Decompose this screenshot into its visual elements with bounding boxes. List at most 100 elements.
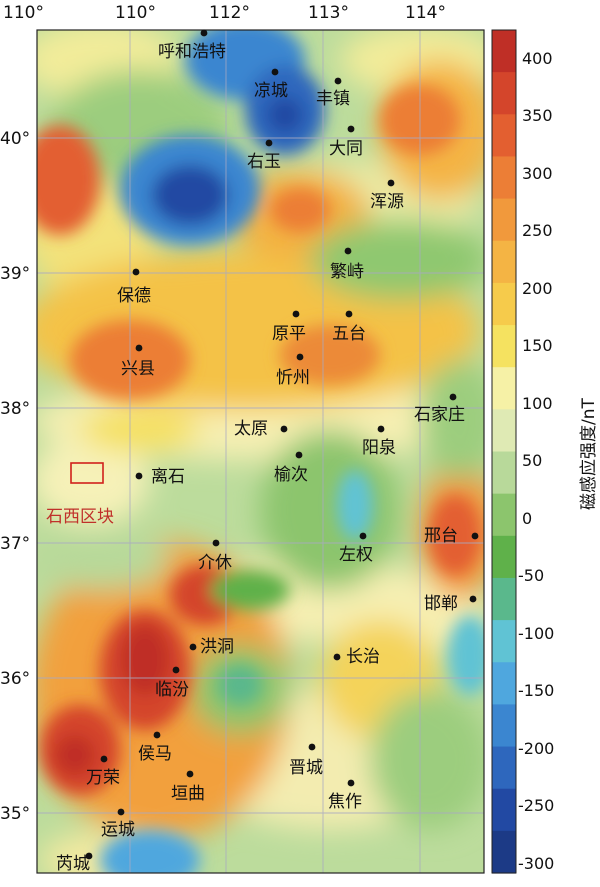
city-wanrong[interactable]: 万荣: [86, 755, 120, 788]
city-label: 原平: [272, 324, 306, 344]
cbar-tick-300: 300: [522, 164, 553, 183]
colorbar-swatch: [492, 704, 516, 748]
city-label: 洪洞: [200, 637, 234, 657]
city-marker[interactable]: [347, 125, 355, 133]
city-shijiazhuang[interactable]: 石家庄: [414, 393, 465, 425]
city-label: 左权: [339, 545, 373, 565]
city-marker[interactable]: [135, 472, 143, 480]
city-marker[interactable]: [333, 653, 341, 661]
colorbar-swatch: [492, 198, 516, 242]
city-huhehaote[interactable]: 呼和浩特: [158, 29, 226, 62]
city-datong[interactable]: 大同: [329, 125, 363, 159]
city-marker[interactable]: [280, 425, 288, 433]
city-xinzhou[interactable]: 忻州: [276, 353, 310, 388]
city-marker[interactable]: [85, 852, 93, 860]
colorbar-swatch: [492, 367, 516, 410]
cbar-tick-minus200: -200: [518, 739, 554, 758]
colorbar-swatch: [492, 282, 516, 326]
city-marker[interactable]: [449, 393, 457, 401]
city-marker[interactable]: [347, 779, 355, 787]
city-label: 万荣: [86, 768, 120, 788]
city-marker[interactable]: [117, 808, 125, 816]
city-lishi[interactable]: 离石: [135, 467, 185, 487]
lon-label-3: 113°: [308, 3, 349, 23]
city-marker[interactable]: [135, 344, 143, 352]
city-handan[interactable]: 邯郸: [424, 594, 477, 614]
city-marker[interactable]: [334, 77, 342, 85]
city-marker[interactable]: [377, 425, 385, 433]
colorbar-swatch: [492, 30, 516, 73]
city-jincheng[interactable]: 晋城: [289, 743, 323, 778]
colorbar-swatch: [492, 620, 516, 663]
lon-label-2: 112°: [209, 3, 250, 23]
city-marker[interactable]: [471, 532, 479, 540]
city-label: 介休: [198, 553, 232, 573]
cbar-tick-0: 0: [522, 509, 532, 528]
city-marker[interactable]: [295, 451, 303, 459]
city-marker[interactable]: [387, 179, 395, 187]
colorbar-swatch: [492, 156, 516, 200]
lat-label-3: 37°: [0, 534, 30, 554]
city-yuanping[interactable]: 原平: [272, 310, 306, 344]
city-label: 丰镇: [316, 89, 350, 109]
city-xingxian[interactable]: 兴县: [121, 344, 155, 379]
cbar-tick-350: 350: [522, 106, 553, 125]
city-marker[interactable]: [153, 731, 161, 739]
city-hunyuan[interactable]: 浑源: [370, 179, 404, 212]
city-label: 侯马: [138, 744, 172, 764]
city-marker[interactable]: [308, 743, 316, 751]
city-yuanqu[interactable]: 垣曲: [171, 770, 205, 804]
city-jiaozuo[interactable]: 焦作: [328, 779, 362, 812]
study-block-marker[interactable]: [70, 462, 104, 484]
graticule: [37, 30, 484, 873]
colorbar-title: 磁感应强度/nT: [579, 397, 599, 510]
city-zuoquan[interactable]: 左权: [339, 532, 373, 565]
city-jiexiu[interactable]: 介休: [198, 539, 232, 573]
city-yangquan[interactable]: 阳泉: [362, 425, 396, 458]
city-label: 芮城: [56, 854, 90, 874]
city-yuci[interactable]: 榆次: [274, 451, 308, 485]
city-fengzhen[interactable]: 丰镇: [316, 77, 350, 109]
city-xingtai[interactable]: 邢台: [424, 526, 479, 546]
city-fanzhi[interactable]: 繁峙: [330, 247, 364, 282]
city-baode[interactable]: 保德: [117, 268, 151, 306]
city-marker[interactable]: [186, 770, 194, 778]
city-liangcheng[interactable]: 凉城: [254, 68, 288, 101]
city-marker[interactable]: [265, 139, 273, 147]
city-marker[interactable]: [132, 268, 140, 276]
city-label: 阳泉: [362, 438, 396, 458]
city-hongdong[interactable]: 洪洞: [189, 637, 234, 657]
colorbar-swatch: [492, 577, 516, 621]
city-yuncheng[interactable]: 运城: [101, 808, 135, 840]
city-changzhi[interactable]: 长治: [333, 647, 380, 667]
city-marker[interactable]: [469, 595, 477, 603]
city-label: 垣曲: [171, 784, 205, 804]
city-taiyuan[interactable]: 太原: [234, 419, 288, 439]
city-houma[interactable]: 侯马: [138, 731, 172, 764]
city-marker[interactable]: [296, 353, 304, 361]
colorbar-swatch: [492, 451, 516, 495]
city-marker[interactable]: [359, 532, 367, 540]
city-marker[interactable]: [271, 68, 279, 76]
city-marker[interactable]: [189, 643, 197, 651]
city-label: 邢台: [424, 526, 458, 546]
city-marker[interactable]: [172, 666, 180, 674]
lat-label-2: 38°: [0, 399, 30, 419]
city-wutai[interactable]: 五台: [332, 310, 366, 344]
city-marker[interactable]: [344, 247, 352, 255]
colorbar-swatch: [492, 114, 516, 158]
colorbar-swatch: [492, 325, 516, 368]
colorbar-swatch: [492, 72, 516, 115]
study-block-label: 石西区块: [46, 507, 114, 527]
city-marker[interactable]: [212, 539, 220, 547]
city-marker[interactable]: [200, 29, 208, 37]
city-ruicheng[interactable]: 芮城: [56, 852, 93, 874]
city-youyu[interactable]: 右玉: [247, 139, 281, 172]
city-marker[interactable]: [100, 755, 108, 763]
study-block[interactable]: 石西区块: [46, 462, 114, 527]
cbar-tick-100: 100: [522, 394, 553, 413]
city-marker[interactable]: [345, 310, 353, 318]
city-linfen[interactable]: 临汾: [155, 666, 189, 700]
city-marker[interactable]: [292, 310, 300, 318]
city-label: 保德: [117, 286, 151, 306]
